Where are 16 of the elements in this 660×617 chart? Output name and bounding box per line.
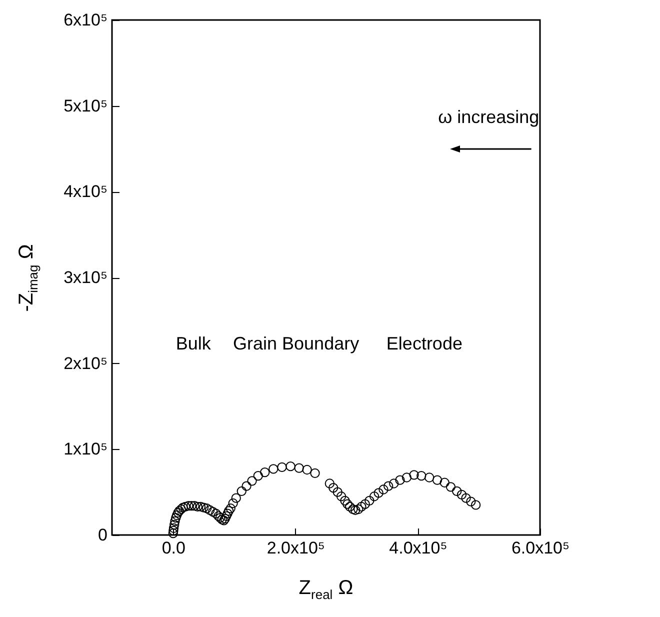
- y-tick-label: 0: [98, 526, 108, 544]
- annotation: Electrode: [386, 333, 462, 354]
- x-axis-title: Z$_{real}$ Ω: [298, 577, 354, 602]
- y-tick-label: 1x10⁵: [64, 440, 108, 459]
- x-tick-label: 6.0x10⁵: [511, 538, 570, 558]
- x-tick-label: 4.0x10⁵: [389, 538, 448, 558]
- x-tick-label: 0.0: [162, 538, 186, 558]
- annotation: ω increasing: [438, 106, 540, 127]
- y-tick-label: 2x10⁵: [64, 354, 108, 373]
- annotation: Grain Boundary: [233, 333, 360, 354]
- annotation: Bulk: [176, 333, 212, 354]
- y-tick-label: 6x10⁵: [64, 10, 108, 30]
- y-tick-label: 5x10⁵: [64, 96, 108, 116]
- y-tick-label: 3x10⁵: [64, 268, 108, 287]
- x-tick-label: 2.0x10⁵: [266, 538, 325, 558]
- y-tick-label: 4x10⁵: [64, 182, 108, 202]
